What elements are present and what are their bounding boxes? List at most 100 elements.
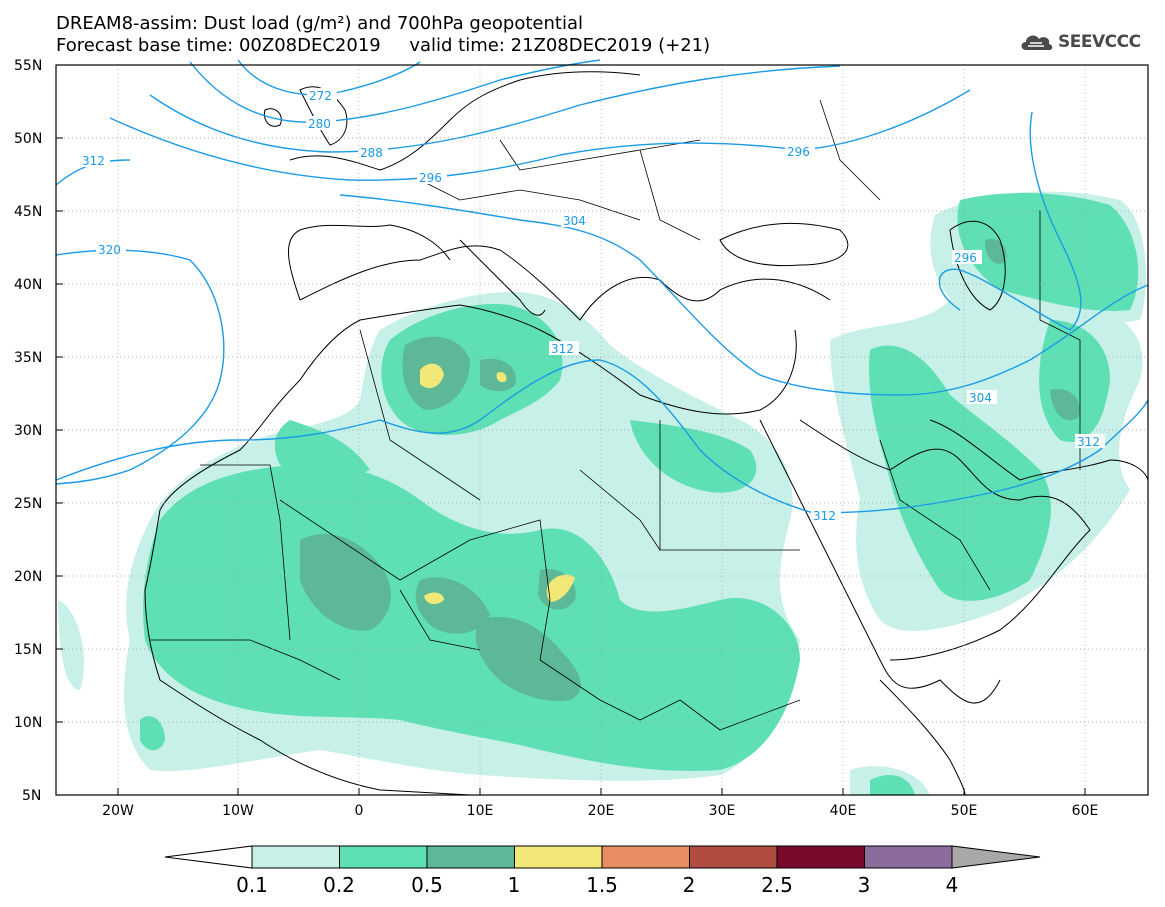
colorbar-box [776, 845, 865, 869]
colorbar-box [251, 845, 340, 869]
contour-label: 296 [787, 145, 810, 159]
contour-304 [339, 194, 1149, 396]
colorbar-box [514, 845, 603, 869]
gridlines [56, 65, 1148, 795]
lat-label: 50N [14, 131, 42, 147]
lon-label: 10E [467, 803, 494, 819]
dust-area-yellow-chad [546, 574, 575, 602]
tick-marks [56, 64, 1086, 796]
colorbar-label: 0.1 [236, 873, 268, 897]
lat-label: 10N [14, 715, 42, 731]
colorbar-box [601, 845, 690, 869]
title-line-2: Forecast base time: 00Z08DEC2019 valid t… [56, 35, 711, 56]
colorbar-box [426, 845, 515, 869]
coast-east-africa [879, 679, 966, 796]
contour-label: 312 [813, 509, 836, 523]
lon-label: 60E [1072, 803, 1099, 819]
lat-label: 25N [14, 496, 42, 512]
dust-area-yellow-niger [424, 592, 444, 605]
coast-italy [459, 239, 546, 316]
lat-label: 20N [14, 569, 42, 585]
colorbar-label: 2.5 [761, 873, 793, 897]
dust-area-green-algeria [274, 420, 370, 476]
coast-black-sea [719, 222, 849, 267]
colorbar-boxes [251, 845, 953, 869]
lon-label: 30E [709, 803, 736, 819]
contour-label: 296 [954, 251, 977, 265]
colorbar-labels: 0.1 0.2 0.5 1 1.5 2 2.5 3 4 [236, 873, 958, 897]
contour-label: 272 [309, 89, 332, 103]
coast-iran-gulf [929, 419, 1149, 481]
colorbar-box [339, 845, 428, 869]
contour-288 [149, 65, 841, 153]
colorbar-label: 0.5 [411, 873, 443, 897]
coast-caspian [949, 220, 1006, 311]
dust-area-green-horn [870, 775, 915, 795]
contour-312-b [55, 359, 1149, 514]
dust-area-green-guinea [140, 716, 165, 751]
dust-shading [58, 191, 1146, 795]
cloud-icon [1021, 35, 1053, 51]
colorbar-box [864, 845, 953, 869]
seevccc-logo: SEEVCCC [1018, 28, 1141, 56]
dust-area-dark-niger [415, 577, 490, 634]
coast-europe [289, 71, 641, 171]
contour-label: 304 [969, 391, 992, 405]
coast-iberia [287, 224, 451, 301]
dust-area-dark-chad [475, 616, 581, 701]
lat-label: 15N [14, 642, 42, 658]
contour-280 [189, 59, 601, 123]
title-line-1: DREAM8-assim: Dust load (g/m²) and 700hP… [56, 13, 583, 34]
dust-area-light-west [58, 600, 84, 690]
latitude-labels: 55N 50N 45N 40N 35N 30N 25N 20N 15N 10N … [14, 58, 42, 804]
lat-label: 5N [22, 788, 41, 804]
colorbar-box [689, 845, 778, 869]
lat-label: 35N [14, 350, 42, 366]
contour-label: 312 [82, 154, 105, 168]
colorbar: 0.1 0.2 0.5 1 1.5 2 2.5 3 4 [164, 845, 1041, 897]
contour-label: 296 [419, 171, 442, 185]
dust-area-yellow-tunisia [496, 372, 507, 383]
lon-label: 10W [222, 803, 254, 819]
colorbar-label: 0.2 [323, 873, 355, 897]
dust-area-green-libya [630, 420, 757, 493]
contour-label: 312 [551, 342, 574, 356]
country-borders [150, 99, 1081, 731]
contour-labels: 272 280 288 296 296 296 304 304 312 312 … [80, 88, 1105, 523]
lat-label: 30N [14, 423, 42, 439]
lon-label: 0 [355, 803, 364, 819]
lon-label: 50E [951, 803, 978, 819]
lat-label: 55N [14, 58, 42, 74]
lat-label: 40N [14, 277, 42, 293]
contour-320 [55, 249, 225, 485]
dust-area-green-arabia [869, 345, 1051, 601]
dust-area-dark-arabia [1050, 389, 1080, 421]
colorbar-label: 3 [858, 873, 871, 897]
colorbar-high-triangle [951, 845, 1041, 869]
geopotential-contours [55, 59, 1149, 514]
contour-296-a [109, 89, 971, 181]
contour-label: 304 [563, 214, 586, 228]
lon-label: 20E [588, 803, 615, 819]
coast-west-africa-south [144, 509, 471, 796]
contour-label: 312 [1077, 435, 1100, 449]
dust-area-dark-mali [300, 534, 391, 631]
lon-label: 40E [830, 803, 857, 819]
logo-text: SEEVCCC [1058, 32, 1141, 52]
coast-red-sea [759, 419, 1001, 704]
contour-296-b [938, 111, 1082, 331]
contour-label: 280 [308, 117, 331, 131]
dust-area-green-caspian [957, 193, 1139, 311]
colorbar-low-triangle [164, 845, 253, 869]
colorbar-label: 2 [683, 873, 696, 897]
lon-label: 20W [102, 803, 134, 819]
lat-label: 45N [14, 204, 42, 220]
dust-area-yellow-algeria [420, 363, 444, 389]
colorbar-label: 1 [508, 873, 521, 897]
dust-area-dark-caspian [984, 238, 1007, 264]
contour-label: 288 [360, 146, 383, 160]
contour-272 [237, 59, 421, 96]
contour-label: 320 [98, 243, 121, 257]
longitude-labels: 20W 10W 0 10E 20E 30E 40E 50E 60E [102, 803, 1098, 819]
